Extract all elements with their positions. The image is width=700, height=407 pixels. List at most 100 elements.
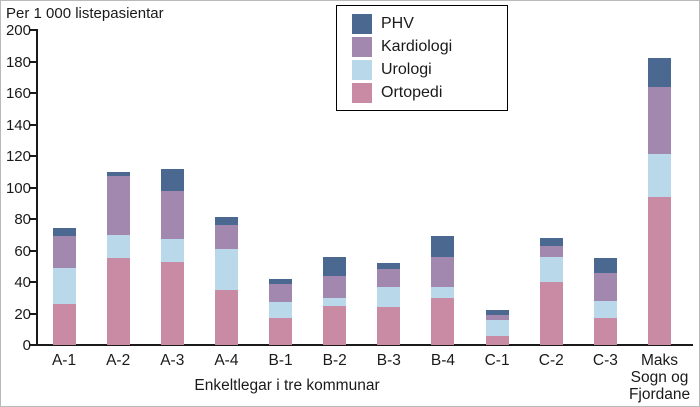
bar-segment-urologi	[593, 300, 617, 319]
y-tick-mark	[30, 281, 37, 283]
bar-segment-phv	[593, 258, 617, 273]
bar-segment-kardiologi	[431, 256, 455, 287]
bar-segment-urologi	[648, 154, 672, 197]
bar-segment-kardiologi	[106, 176, 130, 235]
bar-segment-urologi	[160, 239, 184, 262]
bar-segment-phv	[214, 217, 238, 226]
y-tick-label: 160	[5, 85, 31, 102]
y-tick-mark	[30, 186, 37, 189]
bar-segment-ortopedi	[377, 307, 401, 345]
bar-segment-urologi	[431, 286, 455, 298]
bar-segment-ortopedi	[160, 261, 184, 345]
y-tick-label: 140	[5, 116, 31, 134]
y-tick-label: 120	[5, 148, 31, 165]
bar-segment-ortopedi	[323, 305, 347, 345]
y-tick-label: 40	[14, 274, 31, 291]
x-axis-line	[36, 344, 693, 346]
x-tick-label: B-3	[376, 352, 401, 369]
bar-segment-ortopedi	[52, 304, 76, 345]
legend-items: PHV Kardiologi Urologi Ortopedi	[352, 12, 507, 104]
y-tick-mark	[30, 155, 37, 157]
x-tick-label: B-1	[268, 352, 293, 369]
bar-segment-phv	[323, 256, 347, 276]
bar-segment-ortopedi	[593, 318, 617, 345]
legend: PHV Kardiologi Urologi Ortopedi	[336, 5, 508, 111]
bar-segment-urologi	[52, 267, 76, 305]
bar-segment-phv	[485, 310, 509, 316]
legend-label: PHV	[381, 14, 414, 32]
bar-segment-ortopedi	[648, 196, 672, 345]
x-tick-label: B-2	[322, 352, 347, 369]
y-tick-label: 0	[22, 337, 31, 354]
bar-segment-urologi	[269, 302, 293, 319]
x-axis-title: Enkeltlegar i tre kommunar	[194, 377, 380, 394]
x-tick-label: A-2	[106, 352, 131, 369]
x-tick-label: A-4	[214, 352, 239, 369]
y-tick-label: 100	[5, 179, 31, 197]
y-tick-mark	[30, 92, 37, 94]
bar-segment-phv	[648, 58, 672, 87]
legend-label: Urologi	[381, 60, 432, 78]
bar-segment-phv	[539, 237, 563, 246]
bar-segment-ortopedi	[539, 282, 563, 345]
y-tick-label: 200	[5, 22, 31, 39]
x-tick-label: B-4	[430, 352, 456, 369]
y-tick-mark	[30, 218, 37, 220]
bar-segment-urologi	[214, 248, 238, 290]
bar-segment-kardiologi	[648, 86, 672, 155]
bar-segment-phv	[52, 228, 76, 237]
legend-swatch-icon	[352, 82, 372, 103]
bar-segment-kardiologi	[323, 275, 347, 298]
bar-segment-kardiologi	[52, 236, 76, 268]
bar-segment-ortopedi	[485, 335, 509, 345]
bar-segment-urologi	[485, 319, 509, 336]
bar-segment-kardiologi	[269, 283, 293, 303]
bar-segment-phv	[377, 263, 401, 270]
bar-segment-kardiologi	[593, 272, 617, 301]
y-tick-mark	[30, 29, 37, 31]
chart-title: Per 1 000 listepasientar	[6, 5, 164, 22]
x-tick-label: C-3	[592, 352, 618, 369]
bar-segment-ortopedi	[106, 258, 130, 345]
x-tick-label: C-1	[484, 352, 510, 369]
bar-segment-kardiologi	[377, 269, 401, 287]
bar-segment-kardiologi	[539, 245, 563, 257]
legend-item-ortopedi: Ortopedi	[352, 81, 507, 104]
bar-segment-kardiologi	[485, 315, 509, 320]
y-axis-line	[36, 29, 38, 346]
bar-segment-urologi	[539, 256, 563, 282]
bar-segment-kardiologi	[160, 190, 184, 240]
x-tick-label: A-3	[160, 352, 185, 369]
bar-segment-ortopedi	[214, 289, 238, 345]
x-tick-label: A-1	[51, 352, 77, 369]
bar-segment-ortopedi	[269, 318, 293, 345]
bar-segment-phv	[106, 171, 130, 177]
bar-segment-phv	[431, 236, 455, 257]
bar-segment-kardiologi	[214, 225, 238, 249]
legend-item-kardiologi: Kardiologi	[352, 35, 507, 58]
x-tick-label: Maks Sogn og Fjordane	[628, 352, 691, 403]
y-tick-mark	[30, 249, 37, 252]
y-tick-label: 20	[14, 305, 31, 323]
y-tick-label: 80	[14, 211, 31, 228]
y-tick-mark	[30, 312, 37, 315]
legend-label: Kardiologi	[381, 37, 453, 55]
y-tick-mark	[30, 123, 37, 126]
bar-segment-phv	[269, 278, 293, 284]
legend-swatch-icon	[352, 59, 372, 80]
legend-label: Ortopedi	[381, 83, 443, 101]
y-tick-label: 60	[14, 242, 31, 260]
bar-segment-urologi	[106, 234, 130, 259]
legend-swatch-icon	[352, 13, 372, 34]
legend-item-phv: PHV	[352, 12, 507, 35]
bar-segment-ortopedi	[431, 297, 455, 345]
bar-segment-urologi	[323, 297, 347, 306]
legend-swatch-icon	[352, 36, 372, 57]
y-tick-label: 180	[5, 53, 31, 71]
y-tick-mark	[30, 60, 37, 63]
y-tick-mark	[30, 344, 37, 346]
bar-segment-urologi	[377, 286, 401, 308]
x-tick-label: C-2	[538, 352, 564, 369]
legend-item-urologi: Urologi	[352, 58, 507, 81]
